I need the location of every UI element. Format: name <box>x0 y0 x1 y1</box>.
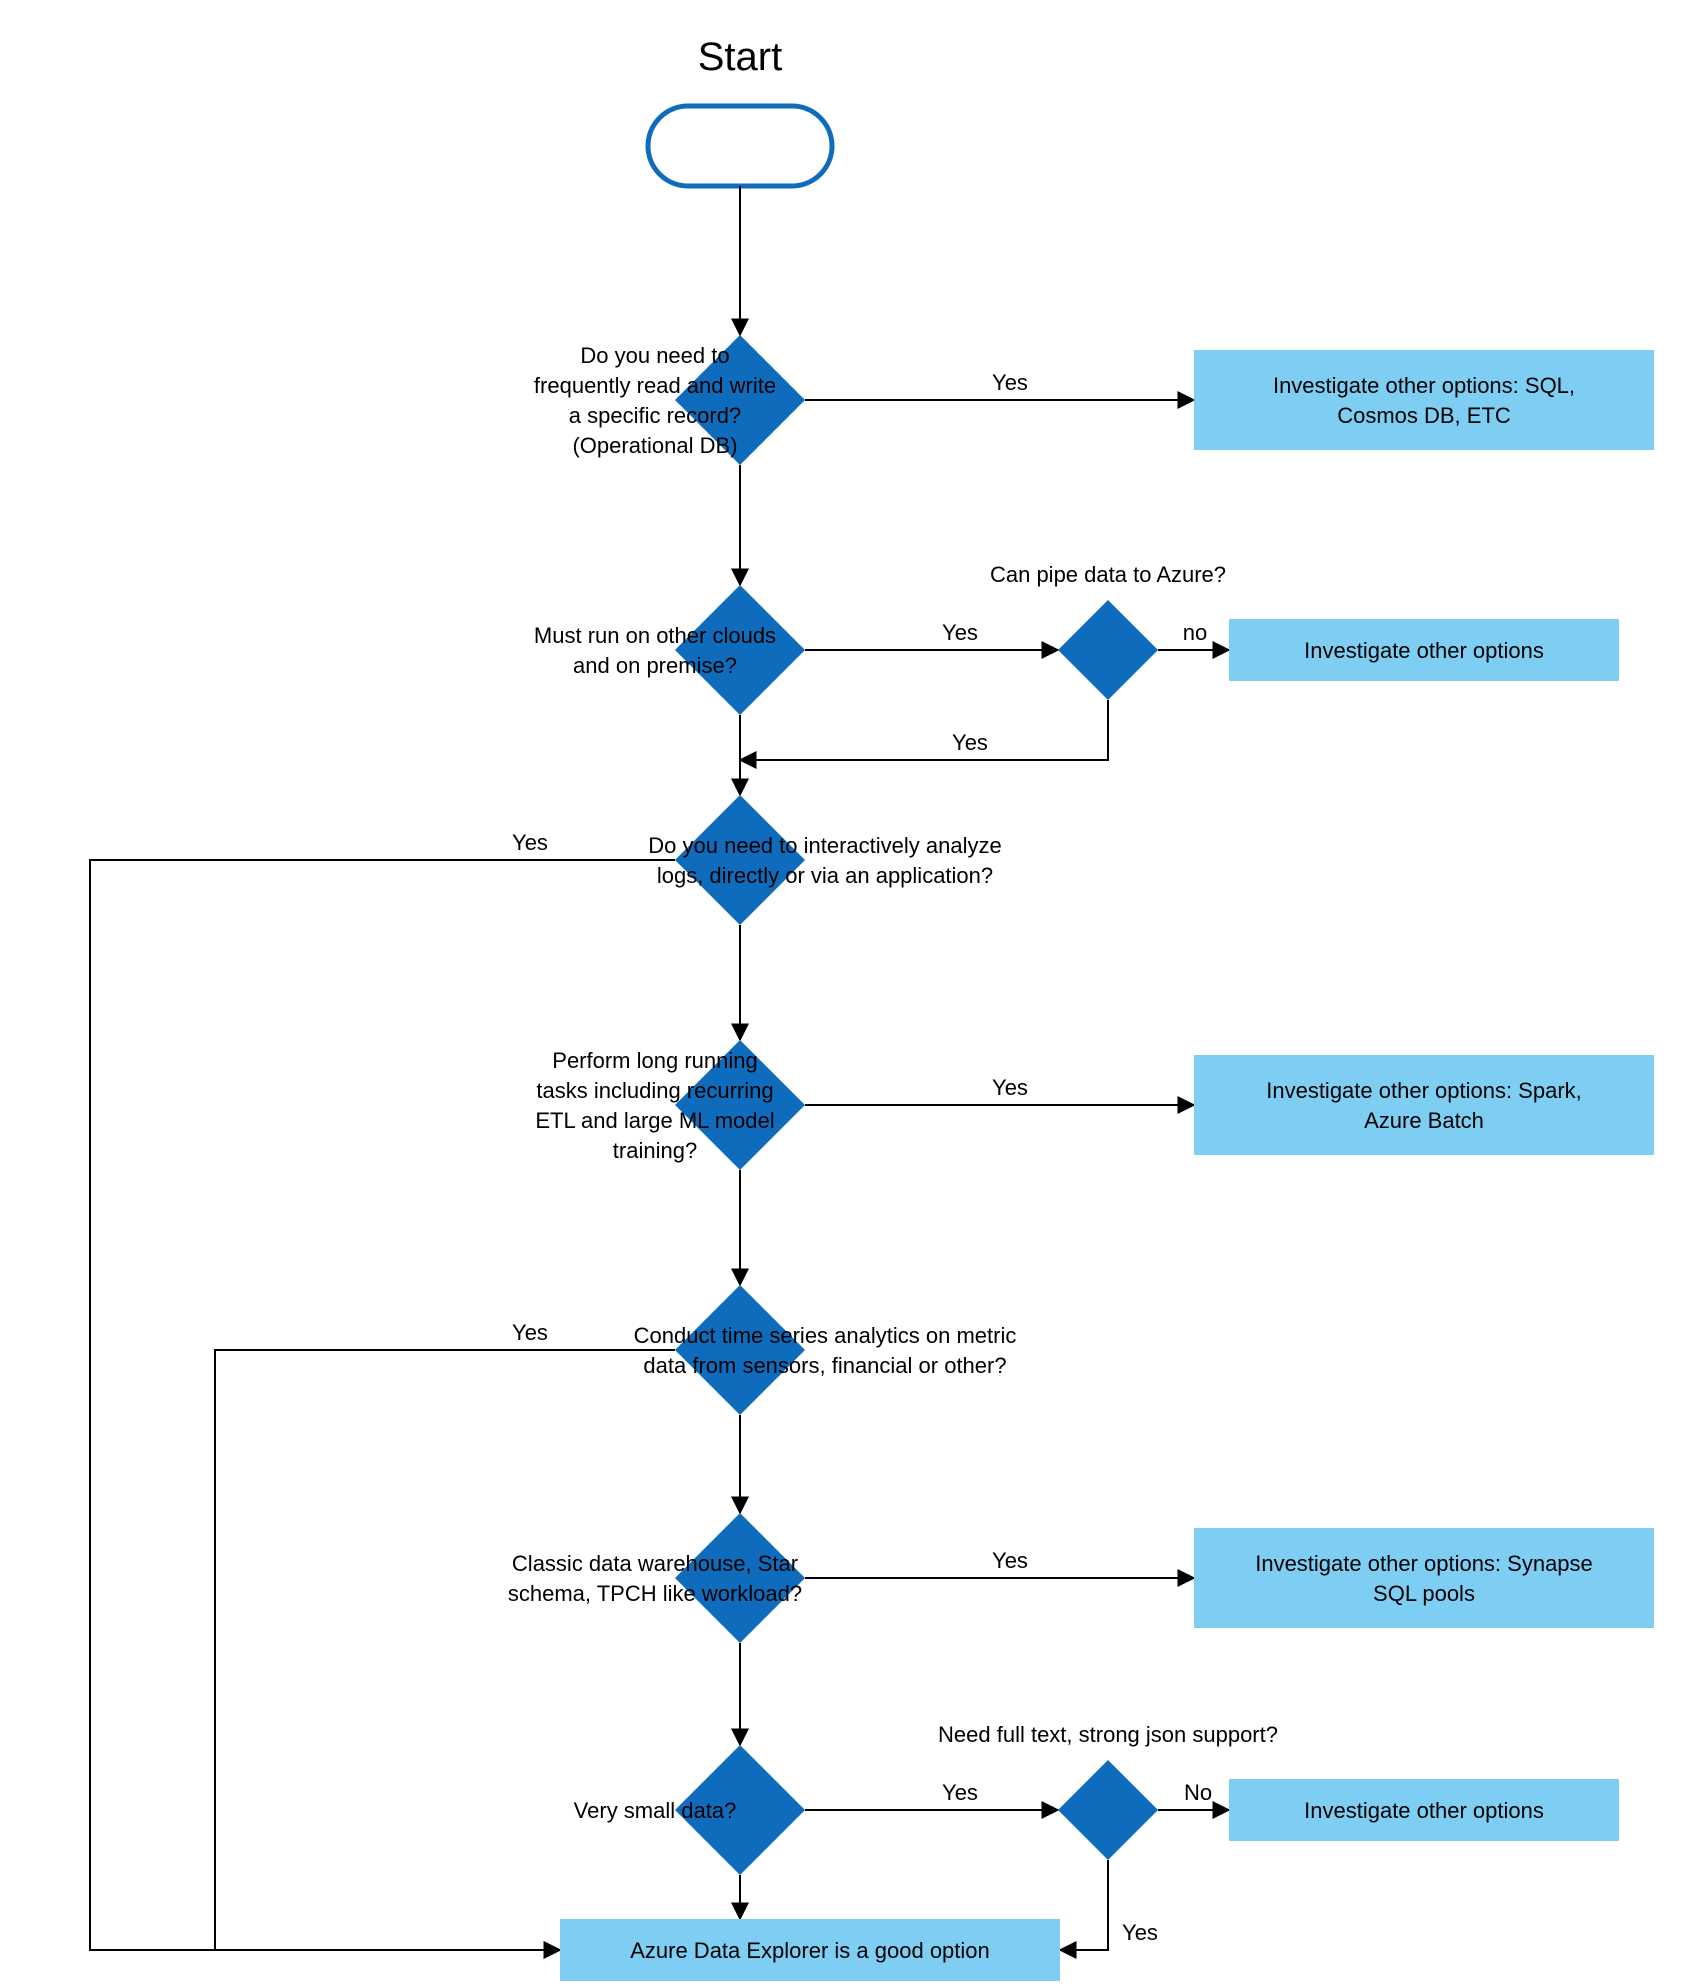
decision-d2 <box>675 585 805 715</box>
decision-label-d7: Very small data? <box>574 1798 737 1823</box>
edge-e17 <box>1060 1860 1108 1950</box>
edge-label-e5: Yes <box>952 730 988 755</box>
edge-label-e17: Yes <box>1122 1920 1158 1945</box>
result-label-r7: Investigate other options <box>1304 1798 1544 1823</box>
edge-label-e7: Yes <box>512 830 548 855</box>
edge-label-e11: Yes <box>512 1320 548 1345</box>
edge-label-e1: Yes <box>992 370 1028 395</box>
decision-d5 <box>675 1285 805 1415</box>
edge-e5 <box>740 700 1108 760</box>
edge-label-e13: Yes <box>992 1548 1028 1573</box>
result-r4 <box>1194 1055 1654 1155</box>
decision-label-d7b: Need full text, strong json support? <box>938 1722 1278 1747</box>
edge-e11 <box>215 1350 675 1950</box>
decision-d3 <box>675 795 805 925</box>
decision-label-d2b: Can pipe data to Azure? <box>990 562 1226 587</box>
decision-d2b <box>1058 600 1158 700</box>
start-terminator <box>648 106 832 186</box>
result-r6 <box>1194 1528 1654 1628</box>
result-label-rfinal: Azure Data Explorer is a good option <box>630 1938 990 1963</box>
result-r1 <box>1194 350 1654 450</box>
edge-label-e4: no <box>1183 620 1207 645</box>
edge-label-e9: Yes <box>992 1075 1028 1100</box>
result-label-r2: Investigate other options <box>1304 638 1544 663</box>
flowchart-diagram: StartYesYesnoYesYesYesYesYesYesNoYesDo y… <box>0 0 1684 1986</box>
decision-d7b <box>1058 1760 1158 1860</box>
start-title: Start <box>698 35 782 79</box>
edge-label-e3: Yes <box>942 620 978 645</box>
decision-d6 <box>675 1513 805 1643</box>
edge-e7 <box>90 860 675 1950</box>
edge-label-e15: Yes <box>942 1780 978 1805</box>
edge-label-e16: No <box>1184 1780 1212 1805</box>
